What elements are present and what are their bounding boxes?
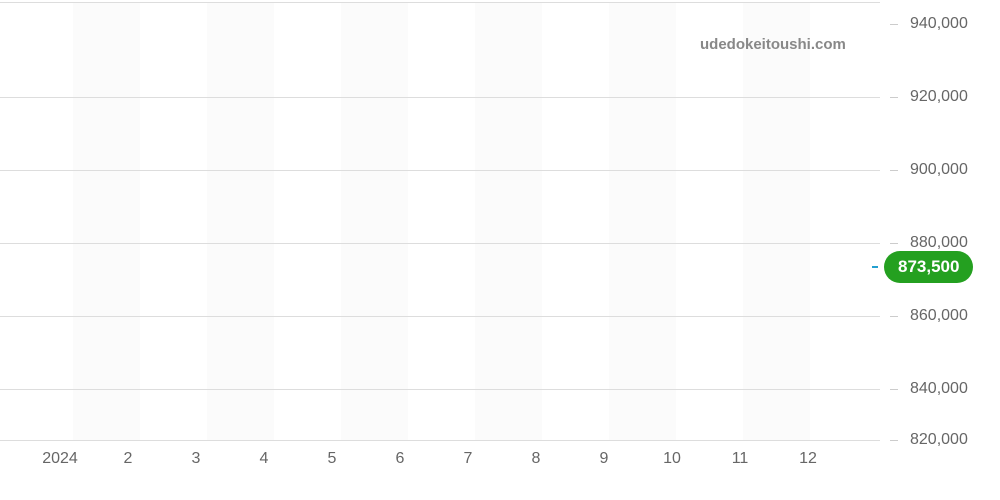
x-axis-label: 6 (396, 450, 405, 468)
vband (609, 2, 676, 440)
vband (73, 2, 140, 440)
x-axis-label: 3 (192, 450, 201, 468)
gridline (0, 243, 880, 244)
gridline (0, 316, 880, 317)
x-axis-label: 11 (732, 450, 749, 468)
x-axis-label: 8 (532, 450, 541, 468)
watermark: udedokeitoushi.com (700, 36, 846, 53)
x-axis-label: 7 (464, 450, 473, 468)
vband (341, 2, 408, 440)
current-value-label: 873,500 (898, 257, 959, 276)
gridline (0, 389, 880, 390)
y-tick (890, 243, 898, 244)
x-axis-label: 2 (124, 450, 133, 468)
current-value-badge: 873,500 (884, 251, 973, 283)
y-axis-label: 940,000 (910, 15, 968, 33)
x-axis: 2024 2 3 4 5 6 7 8 9 10 11 12 (0, 450, 880, 490)
x-axis-label: 9 (600, 450, 609, 468)
y-tick (890, 440, 898, 441)
y-tick (890, 316, 898, 317)
y-axis-label: 920,000 (910, 88, 968, 106)
y-tick (890, 97, 898, 98)
x-axis-label: 2024 (42, 450, 78, 468)
y-axis-label: 820,000 (910, 431, 968, 449)
y-axis-label: 840,000 (910, 380, 968, 398)
y-tick (890, 389, 898, 390)
y-tick (890, 170, 898, 171)
gridline (0, 2, 880, 3)
chart-plot-area: udedokeitoushi.com (0, 0, 880, 440)
y-axis-label: 880,000 (910, 234, 968, 252)
gridline (0, 97, 880, 98)
x-axis-label: 12 (799, 450, 817, 468)
gridline (0, 440, 880, 441)
y-axis-label: 900,000 (910, 161, 968, 179)
y-axis-label: 860,000 (910, 307, 968, 325)
x-axis-label: 10 (663, 450, 681, 468)
x-axis-label: 5 (328, 450, 337, 468)
x-axis-label: 4 (260, 450, 269, 468)
vband (475, 2, 542, 440)
y-tick (890, 24, 898, 25)
vband (207, 2, 274, 440)
gridline (0, 170, 880, 171)
data-point-dash (872, 266, 878, 268)
y-axis: 940,000 920,000 900,000 880,000 860,000 … (890, 0, 1000, 440)
vband (743, 2, 810, 440)
